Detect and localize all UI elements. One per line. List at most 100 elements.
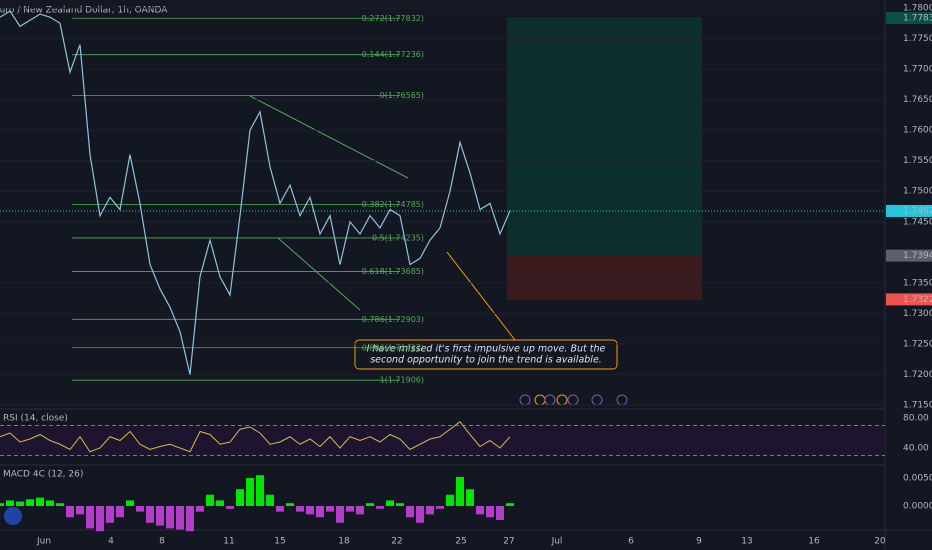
- event-icon: [519, 394, 531, 406]
- price-tick-label: 1.75500: [903, 156, 932, 166]
- macd-bar: [256, 475, 264, 506]
- macd-bar: [486, 506, 494, 518]
- callout-box: [354, 339, 618, 370]
- macd-bar: [246, 478, 254, 506]
- price-tick-label: 1.76000: [903, 126, 932, 136]
- time-tick-label: 18: [338, 537, 350, 547]
- logo[interactable]: [4, 507, 22, 525]
- fib-label: 0(1.76565): [380, 91, 424, 100]
- macd-bar: [76, 506, 84, 515]
- rsi-label: RSI (14, close): [3, 414, 68, 424]
- event-icon: [534, 394, 546, 406]
- callout-text: I have missed it's first impulsive up mo…: [367, 344, 606, 355]
- price-tick-label: 1.77500: [903, 34, 932, 44]
- trend-line: [277, 237, 361, 311]
- macd-bar: [376, 506, 384, 509]
- macd-bar: [106, 506, 114, 523]
- macd-bar: [426, 506, 434, 515]
- time-tick-label: 9: [696, 537, 702, 547]
- fib-label: 0.272(1.77832): [362, 14, 424, 23]
- macd-bar: [216, 500, 224, 506]
- time-tick-label: 8: [159, 537, 165, 547]
- macd-bar: [136, 506, 144, 512]
- rsi-tick-label: 80.00: [903, 414, 929, 424]
- macd-bar: [406, 506, 414, 518]
- fib-label: 1(1.71906): [380, 376, 424, 385]
- time-tick-label: 11: [223, 537, 234, 547]
- macd-bar: [396, 503, 404, 506]
- price-tick-label: 1.72500: [903, 339, 932, 349]
- macd-bar: [226, 506, 234, 509]
- macd-bar: [456, 476, 464, 506]
- price-tick-label: 1.73500: [903, 278, 932, 288]
- price-tag: [886, 12, 932, 25]
- event-icon: [544, 394, 556, 406]
- time-tick-label: 15: [274, 537, 285, 547]
- macd-bar: [46, 500, 54, 506]
- fib-label: 0.5(1.74235): [372, 233, 424, 242]
- event-icon: [567, 394, 579, 406]
- macd-bar: [436, 506, 444, 509]
- macd-bar: [416, 506, 424, 523]
- long-position-loss: [507, 256, 702, 300]
- price-tick-label: 1.74500: [903, 217, 932, 227]
- time-tick-label: 27: [503, 537, 514, 547]
- price-tag: [886, 249, 932, 262]
- price-tick-label: 1.78000: [903, 4, 932, 14]
- price-tag-label: 1.74677: [903, 206, 932, 216]
- macd-bar: [386, 500, 394, 506]
- macd-bar: [506, 503, 514, 506]
- macd-bar: [86, 506, 94, 529]
- macd-bar: [6, 500, 14, 506]
- rsi-tick-label: 40.00: [903, 444, 929, 454]
- macd-bar: [186, 506, 194, 532]
- time-tick-label: 13: [741, 537, 752, 547]
- fib-label: 0.618(1.73685): [362, 267, 424, 276]
- macd-bar: [16, 501, 24, 506]
- macd-bar: [366, 503, 374, 506]
- macd-bar: [96, 506, 104, 532]
- time-tick-label: 25: [455, 537, 466, 547]
- macd-bar: [266, 494, 274, 506]
- macd-bar: [316, 506, 324, 518]
- fib-label: 0.382(1.74785): [362, 200, 424, 209]
- event-icon: [616, 394, 628, 406]
- macd-bar: [326, 506, 334, 512]
- macd-bar: [126, 500, 134, 506]
- time-tick-label: 16: [808, 537, 820, 547]
- macd-bar: [286, 503, 294, 506]
- fib-label: 0.886(1.72437): [362, 343, 424, 352]
- macd-tick-label: 0.00000: [903, 502, 932, 512]
- rsi-band: [0, 425, 885, 456]
- rsi-line: [0, 421, 511, 453]
- macd-bar: [336, 506, 344, 523]
- macd-label: MACD 4C (12, 26): [3, 470, 83, 480]
- macd-bar: [206, 494, 214, 506]
- event-icon: [556, 394, 568, 406]
- price-tag-label: 1.77835: [903, 14, 932, 24]
- macd-bar: [156, 506, 164, 526]
- price-tag-label: 1.73946: [903, 251, 932, 261]
- macd-bar: [276, 506, 284, 512]
- price-tick-label: 1.72000: [903, 370, 932, 380]
- macd-bar: [36, 497, 44, 506]
- price-tick-label: 1.76500: [903, 95, 932, 105]
- symbol-title: Euro / New Zealand Dollar, 1h, OANDA: [0, 6, 168, 16]
- macd-bar: [496, 506, 504, 520]
- long-position-profit: [507, 17, 702, 256]
- macd-bar: [166, 506, 174, 529]
- macd-bar: [176, 506, 184, 530]
- macd-bar: [356, 506, 364, 515]
- callout-text: second opportunity to join the trend is …: [370, 355, 602, 366]
- macd-bar: [146, 506, 154, 523]
- callout-pointer: [446, 251, 516, 341]
- macd-bar: [26, 499, 34, 506]
- macd-bar: [236, 489, 244, 506]
- price-tick-label: 1.75000: [903, 187, 932, 197]
- fib-label: -0.144(1.77236): [359, 50, 424, 59]
- price-tick-label: 1.77000: [903, 65, 932, 75]
- macd-bar: [466, 489, 474, 506]
- price-tag-label: 1.73229: [903, 295, 932, 305]
